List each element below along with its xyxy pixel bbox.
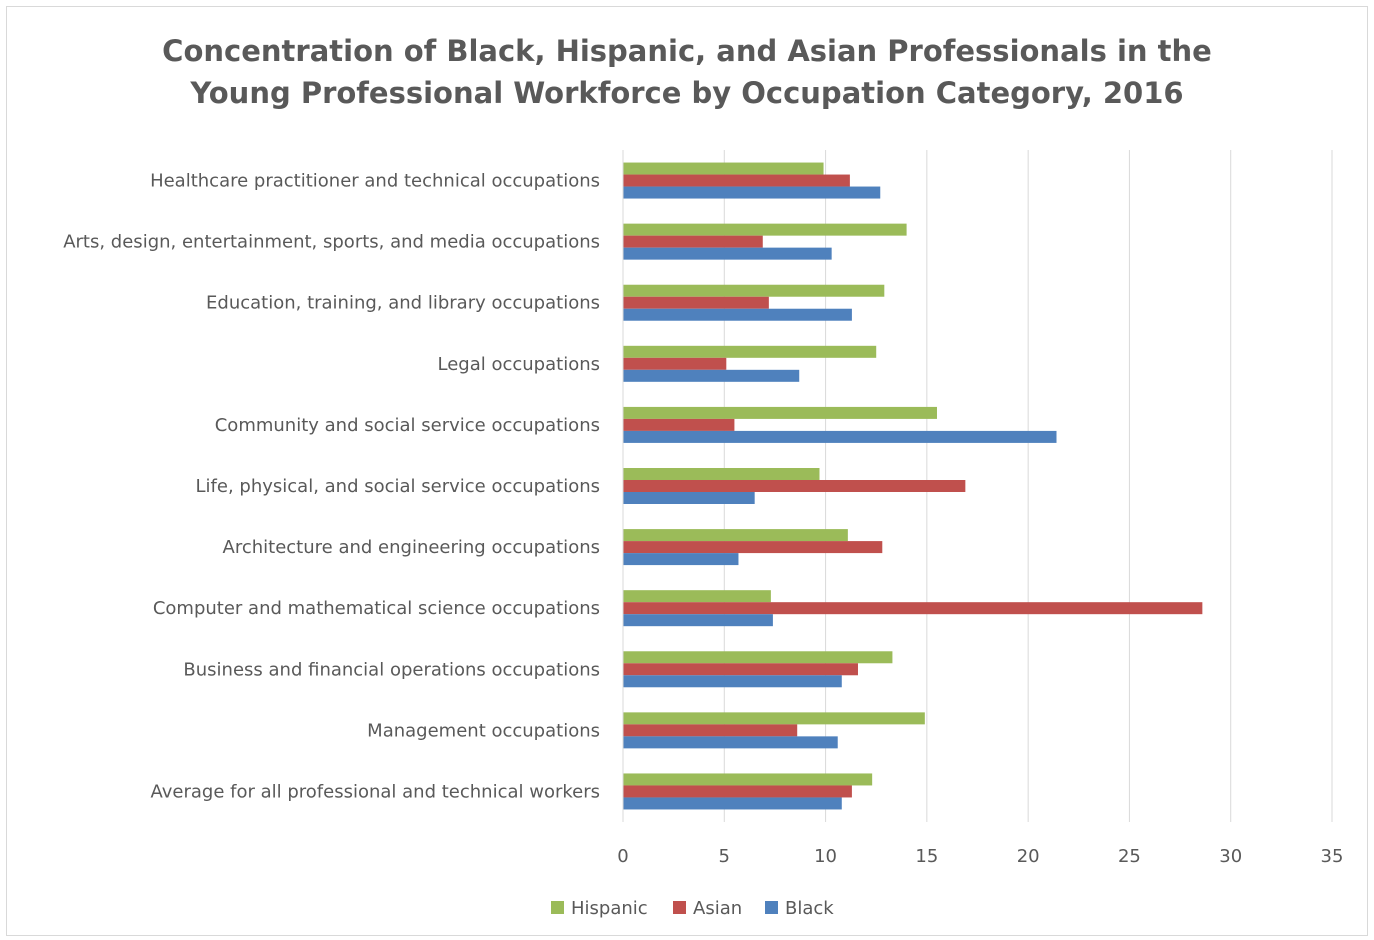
bar-black	[623, 186, 881, 199]
bar-asian	[623, 480, 966, 492]
bar-asian	[623, 663, 858, 676]
category-label: Healthcare practitioner and technical oc…	[150, 171, 600, 192]
bar-black	[623, 797, 842, 810]
chart-title: Concentration of Black, Hispanic, and As…	[0, 30, 1374, 114]
bar-hispanic	[623, 223, 907, 236]
x-tick-label: 35	[1321, 846, 1344, 867]
bar-black	[623, 369, 800, 382]
bar-asian	[623, 174, 850, 187]
bar-hispanic	[623, 773, 873, 786]
bar-hispanic	[623, 651, 893, 664]
legend-label-black: Black	[785, 898, 834, 919]
x-tick-label: 25	[1118, 846, 1141, 867]
bar-hispanic	[623, 162, 824, 175]
category-label: Community and social service occupations	[215, 415, 600, 436]
bar-hispanic	[623, 406, 937, 419]
x-tick-label: 5	[719, 846, 730, 867]
category-label: Life, physical, and social service occup…	[196, 476, 600, 497]
bar-black	[623, 247, 832, 260]
bar-asian	[623, 235, 763, 248]
x-tick-label: 30	[1219, 846, 1242, 867]
chart-frame	[6, 6, 1368, 936]
bar-asian	[623, 357, 727, 370]
legend-swatch-asian	[673, 901, 686, 914]
category-label: Arts, design, entertainment, sports, and…	[63, 232, 600, 253]
x-tick-label: 15	[915, 846, 938, 867]
bar-asian	[623, 602, 1203, 615]
legend-swatch-black	[765, 901, 778, 914]
x-tick-label: 10	[814, 846, 837, 867]
bar-hispanic	[623, 284, 885, 297]
bar-asian	[623, 541, 883, 554]
bar-asian	[623, 296, 769, 309]
bar-asian	[623, 724, 798, 737]
bar-hispanic	[623, 468, 820, 480]
x-tick-label: 20	[1017, 846, 1040, 867]
category-label: Architecture and engineering occupations	[223, 537, 600, 558]
bar-black	[623, 492, 755, 504]
x-tick-label: 0	[617, 846, 628, 867]
bar-asian	[623, 785, 852, 798]
bar-black	[623, 614, 773, 627]
bar-black	[623, 736, 838, 749]
category-label: Average for all professional and technic…	[151, 781, 601, 802]
bar-hispanic	[623, 529, 848, 542]
legend-label-asian: Asian	[693, 898, 742, 919]
bar-asian	[623, 418, 735, 431]
legend-label-hispanic: Hispanic	[571, 898, 648, 919]
category-label: Legal occupations	[438, 354, 601, 375]
legend-swatch-hispanic	[551, 901, 564, 914]
bar-black	[623, 553, 739, 566]
category-label: Management occupations	[367, 720, 600, 741]
bar-black	[623, 675, 842, 688]
category-label: Business and financial operations occupa…	[183, 659, 600, 680]
bar-black	[623, 430, 1057, 443]
bar-hispanic	[623, 712, 925, 725]
bar-hispanic	[623, 345, 877, 358]
bar-black	[623, 308, 852, 321]
category-label: Computer and mathematical science occupa…	[153, 598, 600, 619]
chart-title-line-1: Concentration of Black, Hispanic, and As…	[162, 34, 1212, 68]
category-label: Education, training, and library occupat…	[206, 293, 600, 314]
bar-hispanic	[623, 590, 771, 603]
chart-title-line-2: Young Professional Workforce by Occupati…	[190, 76, 1184, 110]
